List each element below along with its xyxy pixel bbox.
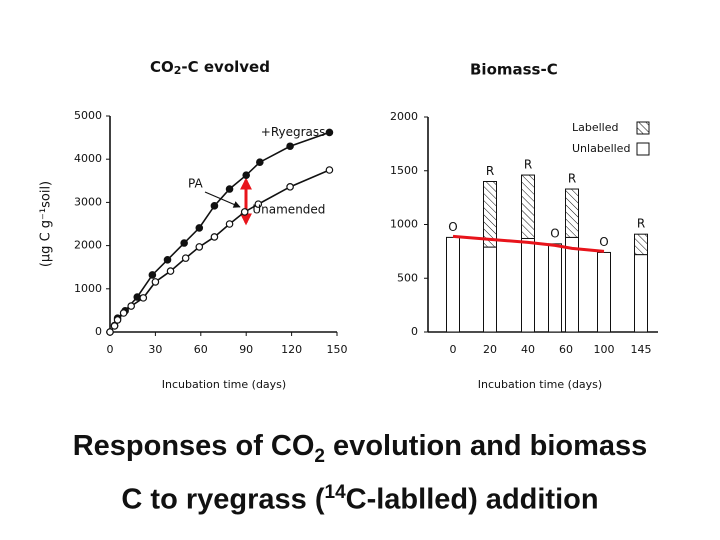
data-point [127,302,135,310]
charts: CO2-C evolved Biomass-C Incubation time … [39,58,658,391]
data-point [151,278,160,286]
y-tick-label: 1500 [390,164,418,177]
y-tick-label: 1000 [390,218,418,231]
y-tick-label: 4000 [74,152,102,165]
x-axis-label: Incubation time (days) [162,378,286,391]
x-tick-label: 150 [327,343,348,356]
chart-title: Biomass-C [470,61,558,79]
x-tick-label: 120 [281,343,302,356]
x-tick-label: 60 [559,343,573,356]
bar-segment [521,237,535,333]
data-point [225,220,234,228]
series-label: Unamended [252,203,325,217]
y-tick-label: 0 [95,325,102,338]
data-point [242,171,251,179]
bar-label: O [448,220,457,234]
data-point [325,128,334,137]
data-point [166,267,175,275]
bar-segment [521,174,535,239]
data-point [286,183,294,191]
bar-label: R [568,172,576,186]
data-point [195,224,204,232]
data-point [110,322,119,330]
bar-label: R [486,164,494,178]
bar-segment [483,246,497,333]
bar-segment [483,181,497,248]
x-tick-label: 20 [483,343,497,356]
bar-segment [634,254,648,333]
caption: Responses of CO2 evolution and biomass C … [72,430,648,516]
legend-swatch [636,142,650,156]
x-axis-label: Incubation time (days) [478,378,602,391]
bar-segment [565,188,579,238]
data-point [163,256,172,264]
bar-label: O [599,235,608,249]
x-tick-label: 0 [107,343,114,356]
bar-segment [548,243,562,333]
data-point [195,243,204,251]
y-tick-label: 2000 [74,239,102,252]
data-point [210,202,219,210]
series-line [109,169,330,333]
x-tick-label: 145 [631,343,652,356]
bar-label: R [637,217,645,231]
y-tick-label: 0 [411,325,418,338]
data-point [139,294,148,302]
data-point [148,271,157,279]
legend-label: Unlabelled [572,142,630,155]
data-point [286,142,294,151]
y-tick-label: 3000 [74,195,102,208]
data-point [180,239,188,247]
data-point [254,200,263,208]
bar-segment [565,236,579,333]
bar-segment [597,251,611,333]
data-point [225,185,234,193]
data-point [240,208,249,216]
x-tick-label: 40 [521,343,535,356]
trend-line [452,234,605,253]
y-tick-label: 2000 [390,110,418,123]
legend-swatch [636,121,650,135]
annotation: PA [188,177,203,191]
data-point [119,309,128,317]
y-tick-label: 5000 [74,109,102,122]
x-tick-label: 30 [148,343,162,356]
data-point [210,233,219,241]
x-tick-label: 60 [194,343,208,356]
chart-title: CO2-C evolved [150,58,270,78]
data-point [133,293,142,301]
x-tick-label: 90 [239,343,253,356]
bar-segment [634,233,648,256]
data-point [256,158,264,167]
bar-segment [446,236,460,333]
data-point [113,316,122,324]
x-tick-label: 100 [594,343,615,356]
annotation-arrow [204,191,241,208]
y-tick-label: 1000 [74,282,102,295]
y-axis-label: (μg C g⁻¹soil) [39,181,54,267]
data-point [181,254,190,262]
data-point [106,328,114,336]
data-point [325,166,334,174]
legend-label: Labelled [572,121,618,134]
bar-label: R [524,158,532,172]
y-tick-label: 500 [397,271,418,284]
bar-label: O [550,226,559,240]
x-tick-label: 0 [450,343,457,356]
series-label: +Ryegrass [261,125,326,139]
